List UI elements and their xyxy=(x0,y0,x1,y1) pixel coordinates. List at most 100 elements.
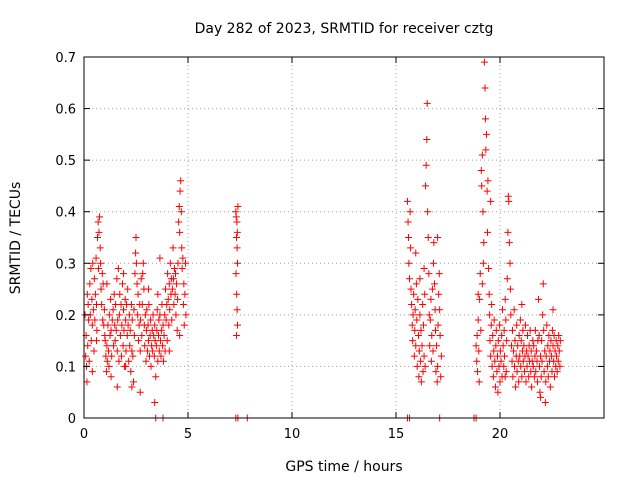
y-tick-label: 0.6 xyxy=(55,103,76,118)
data-point xyxy=(88,368,96,376)
data-point xyxy=(538,337,546,345)
data-point xyxy=(420,264,428,272)
data-point xyxy=(531,326,539,334)
data-point xyxy=(127,368,135,376)
data-point xyxy=(182,311,190,319)
data-point xyxy=(422,161,430,169)
data-point xyxy=(555,347,563,355)
data-point xyxy=(111,321,119,329)
data-point xyxy=(97,259,105,267)
data-point xyxy=(421,362,429,370)
data-point xyxy=(233,244,241,252)
data-point xyxy=(416,311,424,319)
data-point xyxy=(408,301,416,309)
data-point xyxy=(417,357,425,365)
data-point xyxy=(91,316,99,324)
data-point xyxy=(434,362,442,370)
data-point xyxy=(523,362,531,370)
data-point xyxy=(496,347,504,355)
data-point xyxy=(507,311,515,319)
data-point xyxy=(155,316,163,324)
data-point xyxy=(173,326,181,334)
data-point xyxy=(482,130,490,138)
data-point xyxy=(507,342,515,350)
data-point xyxy=(166,306,174,314)
data-point xyxy=(164,295,172,303)
data-point xyxy=(141,342,149,350)
data-point xyxy=(147,316,155,324)
data-point xyxy=(175,218,183,226)
data-point xyxy=(427,357,435,365)
data-point xyxy=(130,378,138,386)
data-point xyxy=(139,270,147,278)
data-point xyxy=(503,337,511,345)
data-point xyxy=(132,249,140,257)
y-tick-label: 0.7 xyxy=(55,51,76,66)
data-point xyxy=(103,342,111,350)
chart-title: Day 282 of 2023, SRMTID for receiver czt… xyxy=(195,21,494,37)
data-point xyxy=(88,295,96,303)
y-tick-label: 0.4 xyxy=(55,206,76,221)
data-point xyxy=(165,347,173,355)
data-point xyxy=(412,249,420,257)
data-point xyxy=(160,331,168,339)
data-point xyxy=(410,290,418,298)
data-point xyxy=(409,311,417,319)
data-point xyxy=(164,270,172,278)
data-point xyxy=(541,399,549,407)
data-point xyxy=(518,373,526,381)
data-point xyxy=(434,321,442,329)
data-point xyxy=(93,326,101,334)
data-point xyxy=(232,213,240,221)
data-point xyxy=(536,388,544,396)
data-point xyxy=(168,316,176,324)
data-point xyxy=(163,301,171,309)
data-point xyxy=(543,362,551,370)
data-point xyxy=(151,399,159,407)
data-point xyxy=(157,337,165,345)
data-point xyxy=(415,347,423,355)
data-point xyxy=(498,331,506,339)
data-point xyxy=(532,368,540,376)
data-point xyxy=(128,316,136,324)
data-point xyxy=(477,326,485,334)
data-point xyxy=(126,342,134,350)
data-point xyxy=(540,326,548,334)
data-point xyxy=(502,316,510,324)
data-point xyxy=(233,228,241,236)
data-point xyxy=(546,383,554,391)
data-point xyxy=(472,342,480,350)
data-point xyxy=(181,290,189,298)
data-point xyxy=(131,270,139,278)
axis-ticks: 0 5 10 15 20 0 0.1 0.2 0.3 0.4 0.5 0.6 0.7 xyxy=(55,51,604,442)
data-point xyxy=(487,197,495,205)
data-point xyxy=(144,337,152,345)
data-point xyxy=(96,244,104,252)
data-point xyxy=(544,373,552,381)
data-point xyxy=(473,331,481,339)
y-tick-label: 0 xyxy=(68,412,76,427)
data-point xyxy=(423,136,431,144)
data-point xyxy=(419,321,427,329)
data-point xyxy=(175,203,183,211)
y-tick-label: 0.3 xyxy=(55,257,76,272)
data-point xyxy=(84,342,92,350)
data-point xyxy=(530,342,538,350)
data-point xyxy=(487,321,495,329)
data-point xyxy=(92,254,100,262)
data-point xyxy=(483,187,491,195)
data-point xyxy=(512,383,520,391)
data-point xyxy=(412,342,420,350)
data-point xyxy=(410,352,418,360)
data-point xyxy=(165,321,173,329)
data-point xyxy=(537,373,545,381)
y-tick-label: 0.1 xyxy=(55,360,76,375)
data-point xyxy=(548,326,556,334)
data-point xyxy=(172,270,180,278)
data-point xyxy=(102,368,110,376)
data-point xyxy=(539,311,547,319)
data-point xyxy=(493,368,501,376)
data-point xyxy=(519,326,527,334)
data-point xyxy=(486,311,494,319)
